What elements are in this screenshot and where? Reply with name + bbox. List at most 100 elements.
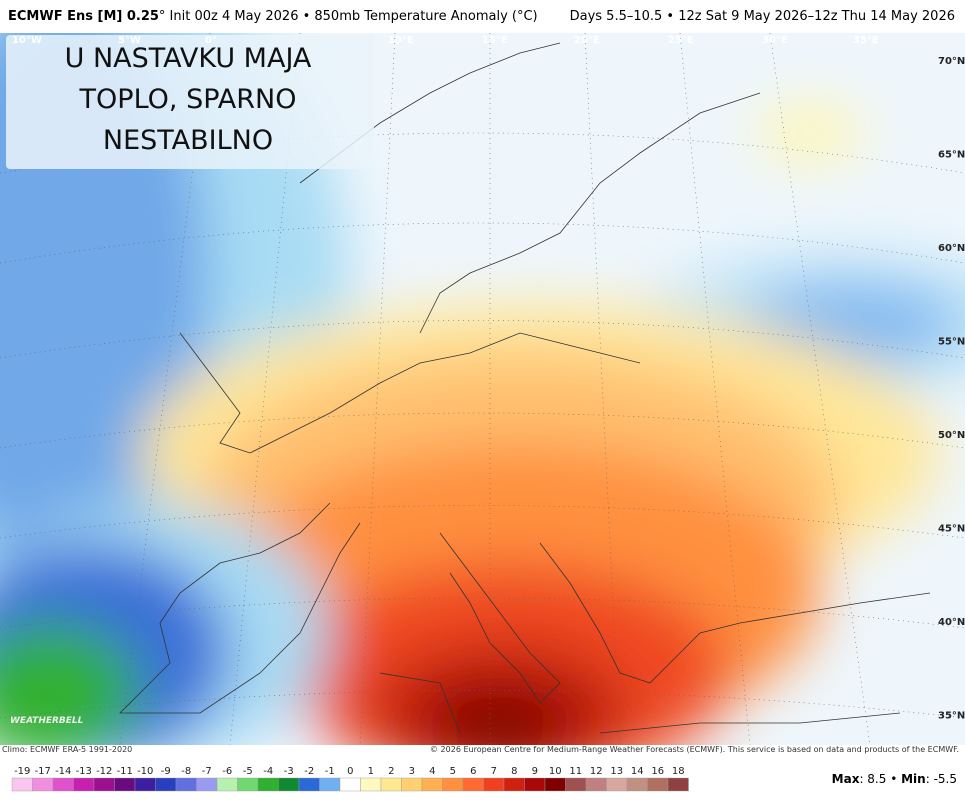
longitude-label: 25°E [668, 35, 694, 46]
colorbar-swatch [93, 777, 115, 792]
latitude-label: 45°N [938, 524, 965, 535]
colorbar-label: -5 [243, 766, 253, 777]
max: 8.5 [867, 772, 887, 786]
colorbar-swatch [32, 777, 54, 792]
colorbar-swatch [585, 777, 607, 792]
colorbar-label: 7 [491, 766, 497, 777]
colorbar-label: 11 [569, 766, 582, 777]
colorbar-label: 0 [347, 766, 353, 777]
overlay-box [6, 35, 374, 169]
colorbar-label: 5 [450, 766, 456, 777]
footer: Climo: ECMWF ERA-5 1991-2020 © 2026 Euro… [0, 745, 965, 757]
latitude-label: 60°N [938, 243, 965, 254]
colorbar-label: -19 [14, 766, 30, 777]
overlay-line: NESTABILNO [103, 125, 273, 156]
colorbar-swatch [483, 777, 505, 792]
period: Days 5.5–10.5 • 12z Sat 9 May 2026–12z T… [569, 9, 955, 24]
logo: WEATHERBELL [10, 716, 84, 726]
latitude-label: 35°N [938, 711, 965, 722]
colorbar-swatch [667, 777, 689, 792]
colorbar-swatch [339, 777, 361, 792]
colorbar-label: 14 [631, 766, 644, 777]
colorbar-swatch [544, 777, 566, 792]
copyright: © 2026 European Centre for Medium-Range … [430, 745, 959, 754]
min-label: Min [901, 772, 926, 786]
overlay-line: TOPLO, SPARNO [79, 84, 297, 115]
longitude-label: 10°W [12, 35, 42, 46]
longitude-label: 35°E [853, 35, 879, 46]
colorbar-label: 10 [549, 766, 562, 777]
colorbar-label: 4 [429, 766, 435, 777]
colorbar-label: 13 [610, 766, 623, 777]
colorbar-swatch [319, 777, 341, 792]
colorbar: -19 -17 -14 -13 -12 -11 -10 -9 -8 -7 -6 -5 -4 -3 -2 -1 0… [11, 766, 689, 792]
colorbar-label: 2 [388, 766, 394, 777]
colorbar-swatch [155, 777, 177, 792]
colorbar-swatch [462, 777, 484, 792]
colorbar-label: -1 [325, 766, 335, 777]
colorbar-swatch [380, 777, 402, 792]
model: ECMWF Ens [M] 0.25 [8, 9, 159, 24]
colorbar-swatch [216, 777, 238, 792]
colorbar-swatch [626, 777, 648, 792]
colorbar-label: 12 [590, 766, 603, 777]
colorbar-swatch [73, 777, 95, 792]
graticule [0, 33, 965, 745]
max-label: Max [831, 772, 860, 786]
min: -5.5 [933, 772, 957, 786]
colorbar-swatch [401, 777, 423, 792]
colorbar-label: -11 [117, 766, 133, 777]
colorbar-swatch [237, 777, 259, 792]
colorbar-label: -14 [55, 766, 71, 777]
longitude-label: 15°E [482, 35, 508, 46]
latitude-label: 70°N [938, 56, 965, 67]
colorbar-label: -2 [304, 766, 314, 777]
colorbar-label: 1 [368, 766, 374, 777]
longitude-label: 0° [205, 35, 217, 46]
colorbar-swatch [565, 777, 587, 792]
colorbar-label: -4 [263, 766, 273, 777]
colorbar-label: -7 [202, 766, 212, 777]
colorbar-swatch [134, 777, 156, 792]
title: ECMWF Ens [M] 0.25° Init 00z 4 May 2026 … [8, 0, 538, 33]
colorbar-label: -10 [137, 766, 153, 777]
colorbar-swatch [442, 777, 464, 792]
latitude-label: 65°N [938, 150, 965, 161]
stats: Max: 8.5 • Min: -5.5 [831, 772, 957, 786]
colorbar-label: 3 [409, 766, 415, 777]
colorbar-label: 9 [532, 766, 538, 777]
longitude-labels: 10°W 5°W 0° 10°E 15°E 20°E 25°E 30°E 35°E [12, 35, 879, 46]
climo: Climo: ECMWF ERA-5 1991-2020 [2, 745, 133, 754]
colorbar-swatch [257, 777, 279, 792]
colorbar-label: -8 [181, 766, 191, 777]
colorbar-label: -6 [222, 766, 232, 777]
colorbar-swatch [175, 777, 197, 792]
longitude-label: 10°E [388, 35, 414, 46]
colorbar-swatch [298, 777, 320, 792]
colorbar-swatch [503, 777, 525, 792]
colorbar-swatch [278, 777, 300, 792]
header: ECMWF Ens [M] 0.25° Init 00z 4 May 2026 … [0, 0, 965, 33]
colorbar-swatch [360, 777, 382, 792]
colorbar-label: -12 [96, 766, 112, 777]
colorbar-label: -3 [284, 766, 294, 777]
colorbar-swatch [606, 777, 628, 792]
colorbar-label: 18 [672, 766, 685, 777]
colorbar-swatch [196, 777, 218, 792]
overlay-line: U NASTAVKU MAJA [65, 43, 312, 74]
latitude-labels: 70°N 65°N 60°N 55°N 50°N 45°N 40°N 35°N [938, 56, 965, 722]
colorbar-swatch [524, 777, 546, 792]
colorbar-label: 16 [651, 766, 664, 777]
latitude-label: 40°N [938, 617, 965, 628]
colorbar-swatch [11, 777, 33, 792]
colorbar-label: -9 [161, 766, 171, 777]
latitude-label: 55°N [938, 337, 965, 348]
colorbar-swatch [114, 777, 136, 792]
latitude-label: 50°N [938, 430, 965, 441]
colorbar-swatch [52, 777, 74, 792]
colorbar-label: -13 [76, 766, 92, 777]
longitude-label: 30°E [762, 35, 788, 46]
info: ° Init 00z 4 May 2026 • 850mb Temperatur… [158, 9, 538, 24]
overlay-text: U NASTAVKU MAJA TOPLO, SPARNO NESTABILNO [65, 43, 312, 156]
